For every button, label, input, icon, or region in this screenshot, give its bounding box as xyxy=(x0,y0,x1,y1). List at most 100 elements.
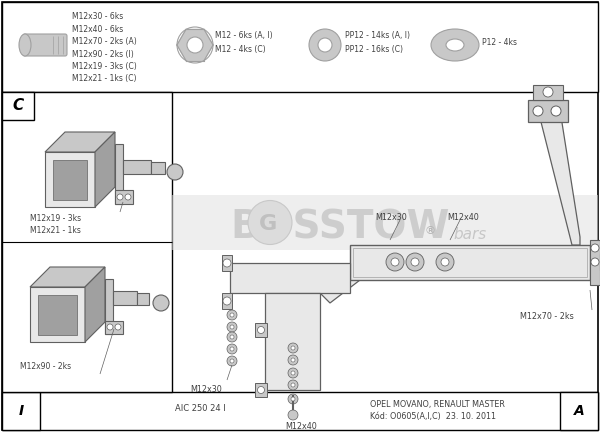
Text: M12x30 - 6ks: M12x30 - 6ks xyxy=(72,12,123,21)
Circle shape xyxy=(288,368,298,378)
Text: M12x40: M12x40 xyxy=(285,422,317,431)
Text: M12x40 - 6ks: M12x40 - 6ks xyxy=(72,25,123,34)
Polygon shape xyxy=(540,110,580,245)
Bar xyxy=(115,144,123,204)
Text: M12x21 - 1ks (C): M12x21 - 1ks (C) xyxy=(72,74,137,83)
Text: M12 - 4ks (C): M12 - 4ks (C) xyxy=(215,45,266,54)
Text: A: A xyxy=(574,404,584,418)
Circle shape xyxy=(309,29,341,61)
Circle shape xyxy=(227,332,237,342)
Circle shape xyxy=(230,359,234,363)
Circle shape xyxy=(227,322,237,332)
Bar xyxy=(590,240,600,285)
Polygon shape xyxy=(195,29,213,45)
Bar xyxy=(350,245,590,280)
Bar xyxy=(2,92,34,120)
Bar xyxy=(2,392,40,430)
Bar xyxy=(113,291,137,305)
Circle shape xyxy=(291,397,295,401)
Bar xyxy=(222,293,232,309)
Circle shape xyxy=(230,325,234,329)
Text: I: I xyxy=(19,404,23,418)
Text: Kód: O0605(A,I,C)  23. 10. 2011: Kód: O0605(A,I,C) 23. 10. 2011 xyxy=(370,412,496,421)
Circle shape xyxy=(291,371,295,375)
Text: ®: ® xyxy=(425,226,436,236)
Text: PP12 - 14ks (A, I): PP12 - 14ks (A, I) xyxy=(345,31,410,40)
Circle shape xyxy=(230,335,234,339)
Ellipse shape xyxy=(431,29,479,61)
Circle shape xyxy=(288,394,298,404)
Circle shape xyxy=(257,327,265,334)
Text: G: G xyxy=(259,215,277,235)
Circle shape xyxy=(441,258,449,266)
Polygon shape xyxy=(265,293,320,390)
Circle shape xyxy=(406,253,424,271)
Polygon shape xyxy=(177,45,195,60)
Circle shape xyxy=(230,313,234,317)
Circle shape xyxy=(391,258,399,266)
Bar xyxy=(2,92,172,392)
Bar xyxy=(105,279,113,334)
Polygon shape xyxy=(177,29,195,45)
Polygon shape xyxy=(320,280,360,303)
Text: BOSSTOW: BOSSTOW xyxy=(230,209,449,247)
Text: M12x70 - 2ks: M12x70 - 2ks xyxy=(520,312,574,321)
Circle shape xyxy=(227,356,237,366)
Circle shape xyxy=(227,344,237,354)
Text: PP12 - 16ks (C): PP12 - 16ks (C) xyxy=(345,45,403,54)
Polygon shape xyxy=(45,152,95,207)
Ellipse shape xyxy=(446,39,464,51)
Circle shape xyxy=(291,383,295,387)
Polygon shape xyxy=(186,45,204,60)
Polygon shape xyxy=(38,295,77,335)
Circle shape xyxy=(187,37,203,53)
Circle shape xyxy=(318,38,332,52)
Text: AIC 250 24 I: AIC 250 24 I xyxy=(175,404,226,413)
Circle shape xyxy=(288,343,298,353)
Circle shape xyxy=(288,410,298,420)
Bar xyxy=(255,323,267,337)
Bar xyxy=(151,162,165,174)
Bar xyxy=(255,383,267,397)
Circle shape xyxy=(107,324,113,330)
Bar xyxy=(123,160,151,174)
Circle shape xyxy=(291,346,295,350)
Circle shape xyxy=(117,194,123,200)
Circle shape xyxy=(230,347,234,351)
Circle shape xyxy=(248,200,292,245)
Polygon shape xyxy=(53,160,87,200)
Text: M12x21 - 1ks: M12x21 - 1ks xyxy=(30,226,81,235)
Bar xyxy=(353,248,587,277)
Circle shape xyxy=(153,295,169,311)
Ellipse shape xyxy=(19,34,31,56)
Circle shape xyxy=(227,310,237,320)
Circle shape xyxy=(167,164,183,180)
Bar xyxy=(172,195,598,250)
Bar xyxy=(560,392,598,430)
Circle shape xyxy=(291,358,295,362)
Circle shape xyxy=(533,106,543,116)
FancyBboxPatch shape xyxy=(23,34,67,56)
Circle shape xyxy=(223,259,231,267)
Circle shape xyxy=(257,387,265,394)
Circle shape xyxy=(125,194,131,200)
Bar xyxy=(2,392,598,430)
Polygon shape xyxy=(85,267,105,342)
Polygon shape xyxy=(30,287,85,342)
Circle shape xyxy=(551,106,561,116)
Polygon shape xyxy=(45,132,115,152)
Text: OPEL MOVANO, RENAULT MASTER: OPEL MOVANO, RENAULT MASTER xyxy=(370,400,505,409)
Polygon shape xyxy=(30,267,105,287)
Circle shape xyxy=(591,258,599,266)
Circle shape xyxy=(436,253,454,271)
Circle shape xyxy=(288,380,298,390)
Text: M12x40: M12x40 xyxy=(447,213,479,222)
Bar xyxy=(222,255,232,271)
Bar xyxy=(533,85,563,100)
Text: M12x90 - 2ks: M12x90 - 2ks xyxy=(20,362,71,371)
Text: M12x30: M12x30 xyxy=(190,385,222,394)
Circle shape xyxy=(223,297,231,305)
Text: M12x90 - 2ks (I): M12x90 - 2ks (I) xyxy=(72,50,134,58)
Text: M12x19 - 3ks (C): M12x19 - 3ks (C) xyxy=(72,62,137,71)
Polygon shape xyxy=(230,263,350,293)
